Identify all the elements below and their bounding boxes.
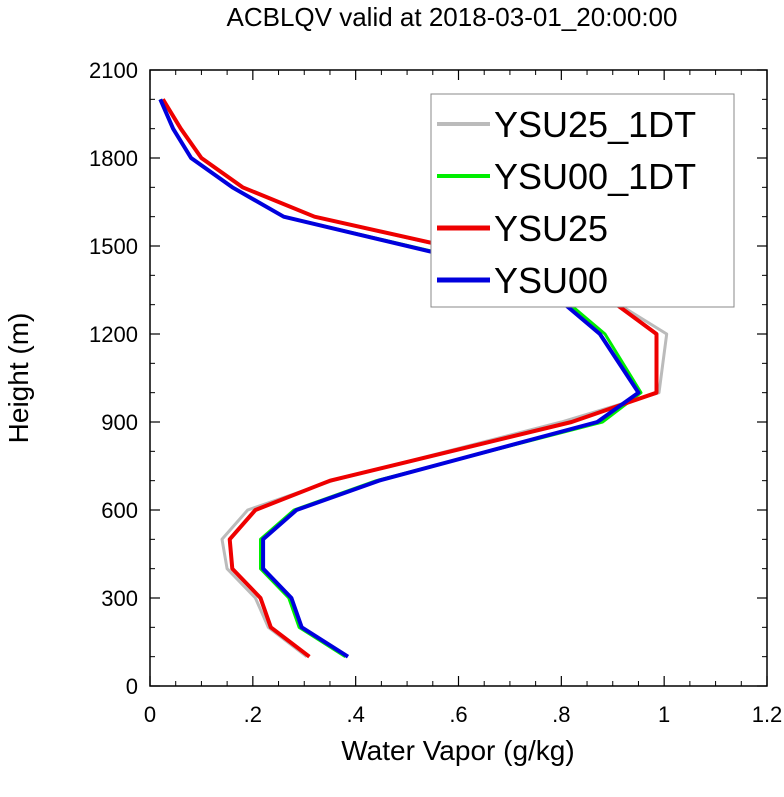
series-line-ysu00	[158, 98, 641, 659]
series-lines	[158, 98, 669, 659]
legend-label: YSU25	[494, 208, 608, 249]
x-tick-label: .6	[449, 702, 467, 727]
legend: YSU25_1DT YSU00_1DT YSU25 YSU00	[430, 93, 735, 308]
x-axis-label: Water Vapor (g/kg)	[341, 735, 574, 766]
x-tick-label: 1.2	[752, 702, 783, 727]
x-tick-label: .8	[552, 702, 570, 727]
y-tick-label: 2100	[89, 58, 138, 83]
legend-label: YSU25_1DT	[494, 104, 696, 145]
axis-ticks: 0 .2 .4 .6 .8 1 1.2 0 300 600 900 1200 1500 1800 2100	[89, 58, 782, 727]
y-axis-label: Height (m)	[3, 313, 34, 444]
y-tick-label: 600	[101, 498, 138, 523]
x-tick-label: 1	[658, 702, 670, 727]
series-line-ysu25	[161, 98, 659, 659]
chart-title: ACBLQV valid at 2018-03-01_20:00:00	[227, 2, 678, 32]
y-tick-label: 1500	[89, 234, 138, 259]
y-tick-label: 1200	[89, 322, 138, 347]
y-tick-label: 1800	[89, 146, 138, 171]
y-tick-label: 0	[126, 674, 138, 699]
y-tick-label: 300	[101, 586, 138, 611]
x-tick-label: 0	[144, 702, 156, 727]
x-tick-label: .4	[346, 702, 364, 727]
legend-label: YSU00	[494, 260, 608, 301]
y-tick-label: 900	[101, 410, 138, 435]
x-tick-label: .2	[244, 702, 262, 727]
legend-label: YSU00_1DT	[494, 156, 696, 197]
legend-box	[430, 93, 735, 308]
